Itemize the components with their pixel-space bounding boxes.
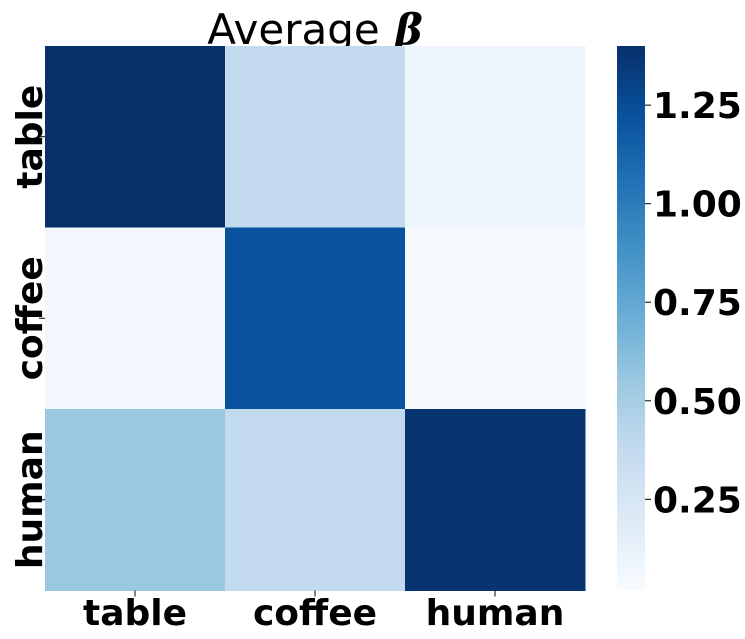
heatmap-cell-human-table bbox=[45, 409, 226, 591]
x-tick-label-coffee: coffee bbox=[253, 593, 377, 634]
heatmap-cell-human-coffee bbox=[225, 409, 406, 591]
heatmap-cells bbox=[45, 46, 586, 591]
x-tick-label-table: table bbox=[83, 593, 187, 634]
colorbar-ticks: 0.25 0.50 0.75 1.00 1.25 bbox=[645, 86, 742, 521]
x-tick-label-human: human bbox=[426, 593, 565, 634]
heatmap-cell-table-human bbox=[405, 46, 586, 228]
heatmap-cell-coffee-coffee bbox=[225, 227, 406, 410]
heatmap-cell-coffee-table bbox=[45, 227, 226, 410]
y-tick-label-table: table bbox=[10, 85, 51, 189]
colorbar-tick-label: 0.50 bbox=[653, 382, 742, 423]
y-tick-label-human: human bbox=[10, 430, 51, 569]
colorbar-tick-label: 0.25 bbox=[653, 480, 742, 521]
heatmap-cell-coffee-human bbox=[405, 227, 586, 410]
y-axis-ticks: table coffee human bbox=[10, 85, 51, 569]
y-tick-label-coffee: coffee bbox=[10, 256, 51, 380]
x-axis-ticks: table coffee human bbox=[83, 590, 565, 634]
heatmap-cell-table-table bbox=[45, 46, 226, 228]
colorbar bbox=[617, 46, 645, 590]
chart-title-text: Average bbox=[207, 5, 379, 54]
colorbar-tick-label: 1.00 bbox=[653, 185, 742, 226]
heatmap-cell-table-coffee bbox=[225, 46, 406, 228]
heatmap-cell-human-human bbox=[405, 409, 586, 591]
colorbar-tick-label: 0.75 bbox=[653, 283, 742, 324]
chart-title-symbol: β bbox=[393, 5, 423, 54]
colorbar-tick-label: 1.25 bbox=[653, 86, 742, 127]
chart-title: Average β bbox=[207, 5, 423, 54]
